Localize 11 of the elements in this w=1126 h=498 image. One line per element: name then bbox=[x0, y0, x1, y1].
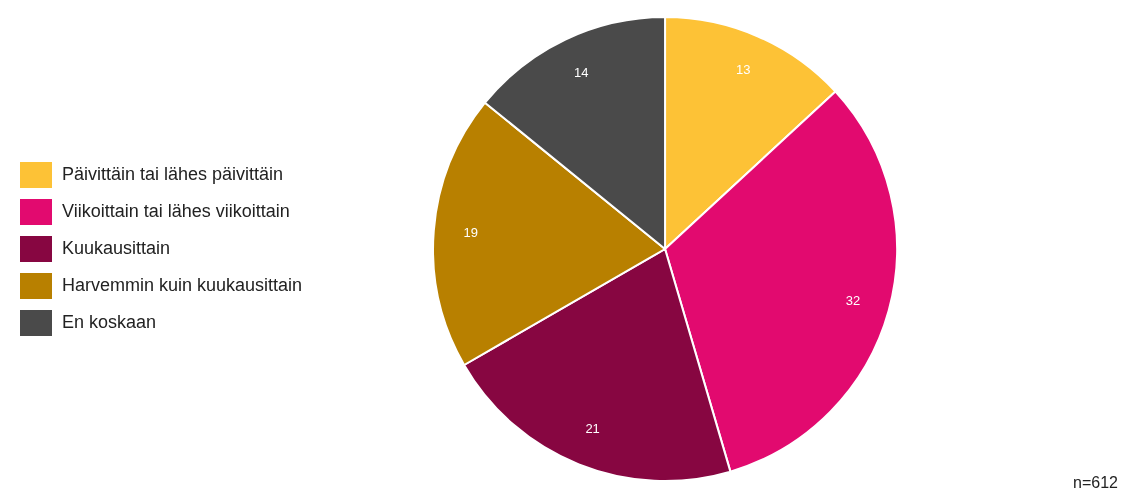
text: n=612 bbox=[1073, 474, 1119, 492]
data-label: 14 bbox=[574, 64, 589, 80]
data-label: 19 bbox=[463, 225, 479, 241]
legend-label: En koskaan bbox=[62, 311, 157, 332]
data-label: 32 bbox=[845, 292, 861, 308]
data-label: 21 bbox=[585, 421, 600, 437]
legend-label: Viikoittain tai lähes viikoittain bbox=[62, 200, 290, 221]
legend-label: Kuukausittain bbox=[62, 237, 171, 258]
data-label: 13 bbox=[735, 62, 751, 78]
legend-label: Päivittäin tai lähes päivittäin bbox=[62, 163, 284, 184]
legend-label: Harvemmin kuin kuukausittain bbox=[62, 274, 303, 295]
